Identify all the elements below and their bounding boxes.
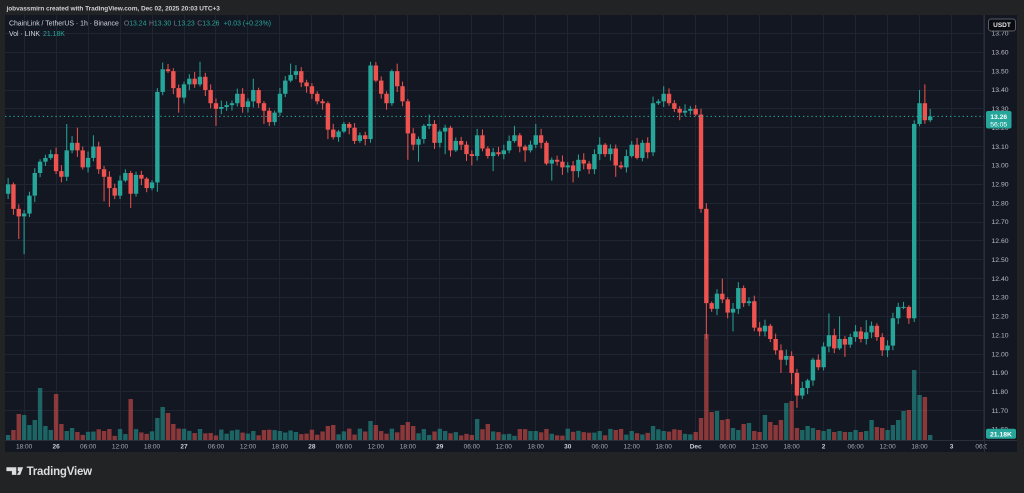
svg-text:11.90: 11.90: [992, 370, 1009, 377]
svg-text:13.60: 13.60: [992, 50, 1009, 57]
svg-text:06:00: 06:00: [592, 444, 609, 451]
svg-text:12:00: 12:00: [496, 444, 513, 451]
svg-text:12:00: 12:00: [751, 444, 768, 451]
svg-text:2: 2: [822, 444, 826, 451]
svg-text:18:00: 18:00: [911, 444, 928, 451]
svg-text:USDT: USDT: [993, 22, 1011, 29]
svg-text:26: 26: [52, 444, 60, 451]
svg-text:27: 27: [180, 444, 188, 451]
svg-text:13.10: 13.10: [992, 144, 1009, 151]
svg-text:13.30: 13.30: [992, 106, 1009, 113]
svg-text:06:00: 06:00: [80, 444, 97, 451]
svg-text:18:00: 18:00: [144, 444, 161, 451]
svg-text:12.20: 12.20: [992, 314, 1009, 321]
svg-text:12.30: 12.30: [992, 295, 1009, 302]
svg-text:12.10: 12.10: [992, 332, 1009, 339]
svg-text:56:05: 56:05: [990, 122, 1007, 129]
svg-text:13.26: 13.26: [990, 114, 1007, 121]
svg-text:12.00: 12.00: [992, 351, 1009, 358]
svg-text:12.70: 12.70: [992, 219, 1009, 226]
svg-text:11.70: 11.70: [992, 408, 1009, 415]
svg-text:12:00: 12:00: [879, 444, 896, 451]
svg-text:18:00: 18:00: [656, 444, 673, 451]
svg-text:12:00: 12:00: [368, 444, 385, 451]
svg-text:12.60: 12.60: [992, 238, 1009, 245]
svg-text:13.40: 13.40: [992, 87, 1009, 94]
svg-text:06:00: 06:00: [975, 444, 992, 451]
svg-text:12.90: 12.90: [992, 182, 1009, 189]
svg-text:18:00: 18:00: [528, 444, 545, 451]
svg-text:18:00: 18:00: [16, 444, 33, 451]
svg-text:18:00: 18:00: [783, 444, 800, 451]
svg-text:18:00: 18:00: [272, 444, 289, 451]
svg-text:06:00: 06:00: [720, 444, 737, 451]
svg-text:ChainLink / TetherUS · 1h · Bi: ChainLink / TetherUS · 1h · Binance O13.2…: [9, 21, 271, 28]
svg-text:13.50: 13.50: [992, 68, 1009, 75]
svg-text:12:00: 12:00: [240, 444, 257, 451]
svg-text:12.80: 12.80: [992, 200, 1009, 207]
svg-text:11.80: 11.80: [992, 389, 1009, 396]
svg-text:12.50: 12.50: [992, 257, 1009, 264]
svg-text:30: 30: [564, 444, 572, 451]
svg-text:13.00: 13.00: [992, 163, 1009, 170]
svg-text:12:00: 12:00: [624, 444, 641, 451]
svg-text:3: 3: [950, 444, 954, 451]
svg-text:13.70: 13.70: [992, 31, 1009, 38]
svg-text:18:00: 18:00: [400, 444, 417, 451]
svg-text:21.18K: 21.18K: [990, 431, 1012, 438]
svg-text:29: 29: [436, 444, 444, 451]
svg-text:TradingView: TradingView: [27, 466, 93, 478]
svg-text:28: 28: [308, 444, 316, 451]
svg-text:06:00: 06:00: [336, 444, 353, 451]
svg-text:06:00: 06:00: [847, 444, 864, 451]
svg-text:12.40: 12.40: [992, 276, 1009, 283]
svg-text:jobvassmirn created with Tradi: jobvassmirn created with TradingView.com…: [6, 5, 221, 12]
svg-text:12:00: 12:00: [112, 444, 129, 451]
svg-text:06:00: 06:00: [464, 444, 481, 451]
svg-text:06:00: 06:00: [208, 444, 225, 451]
svg-text:Dec: Dec: [690, 444, 702, 451]
